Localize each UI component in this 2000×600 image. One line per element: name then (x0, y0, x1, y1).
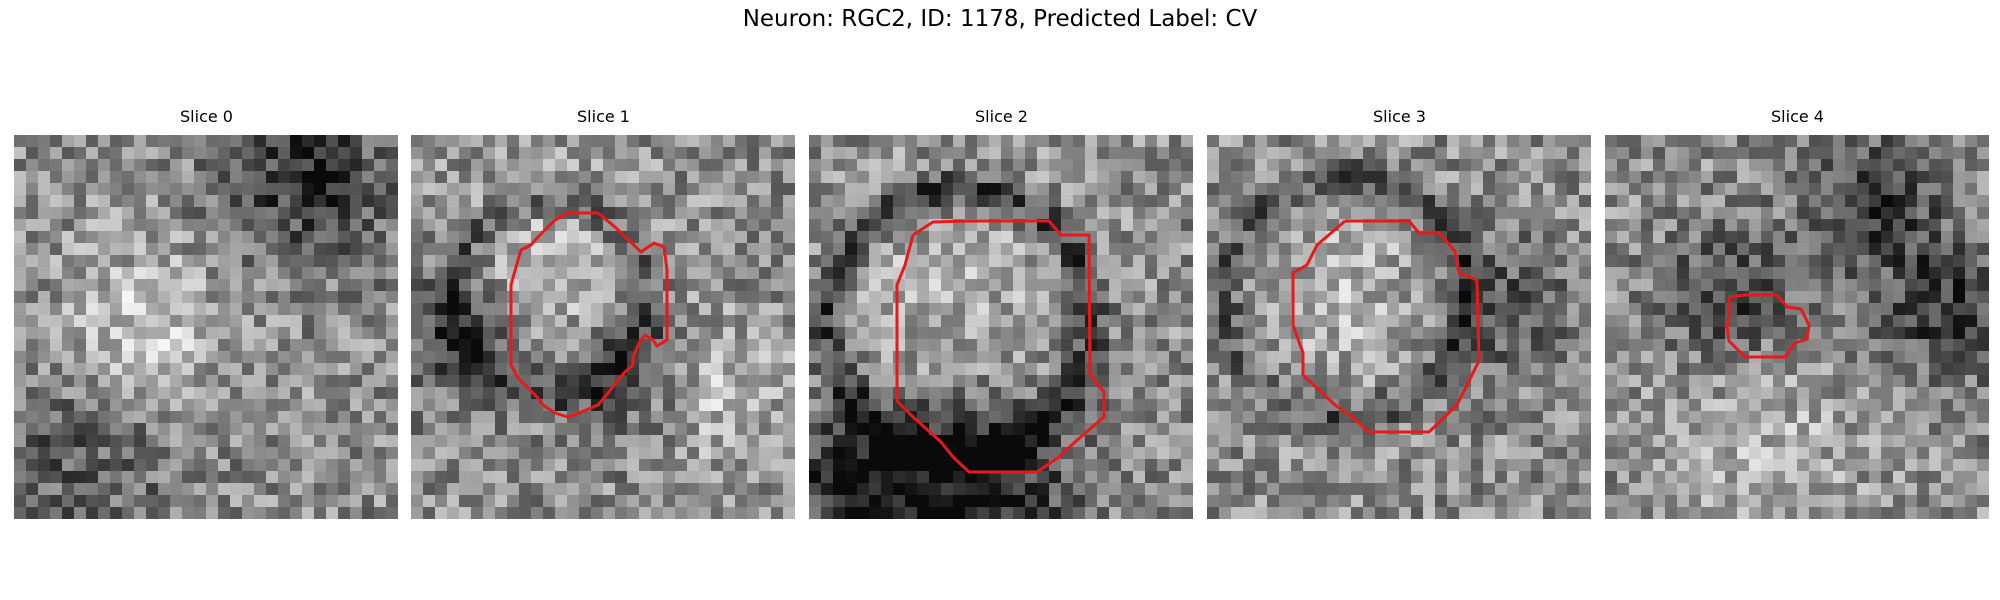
contour-overlay (1725, 293, 1811, 359)
slice-image (1207, 135, 1591, 519)
slice-panel-2: Slice 2 (809, 107, 1194, 519)
grayscale-image (411, 135, 795, 519)
slice-title: Slice 1 (577, 107, 630, 126)
segmentation-contour (509, 211, 669, 419)
slice-image (14, 135, 398, 519)
slice-panel-4: Slice 4 (1605, 107, 1990, 519)
slice-image (1605, 135, 1989, 519)
grayscale-image (1605, 135, 1989, 519)
slice-panel-1: Slice 1 (411, 107, 796, 519)
slice-image (809, 135, 1193, 519)
grayscale-image (14, 135, 398, 519)
slice-title: Slice 0 (180, 107, 233, 126)
segmentation-contour (1291, 219, 1481, 434)
slice-panel-3: Slice 3 (1207, 107, 1592, 519)
grayscale-image (809, 135, 1193, 519)
slice-title: Slice 4 (1771, 107, 1824, 126)
segmentation-contour (895, 219, 1106, 474)
slice-image (411, 135, 795, 519)
contour-overlay (509, 211, 669, 419)
contour-overlay (895, 219, 1106, 474)
grayscale-image (1207, 135, 1591, 519)
figure-title: Neuron: RGC2, ID: 1178, Predicted Label:… (742, 6, 1258, 32)
slice-title: Slice 2 (975, 107, 1028, 126)
segmentation-contour (1725, 293, 1811, 359)
slice-title: Slice 3 (1373, 107, 1426, 126)
slice-panel-0: Slice 0 (14, 107, 399, 519)
contour-overlay (1291, 219, 1481, 434)
